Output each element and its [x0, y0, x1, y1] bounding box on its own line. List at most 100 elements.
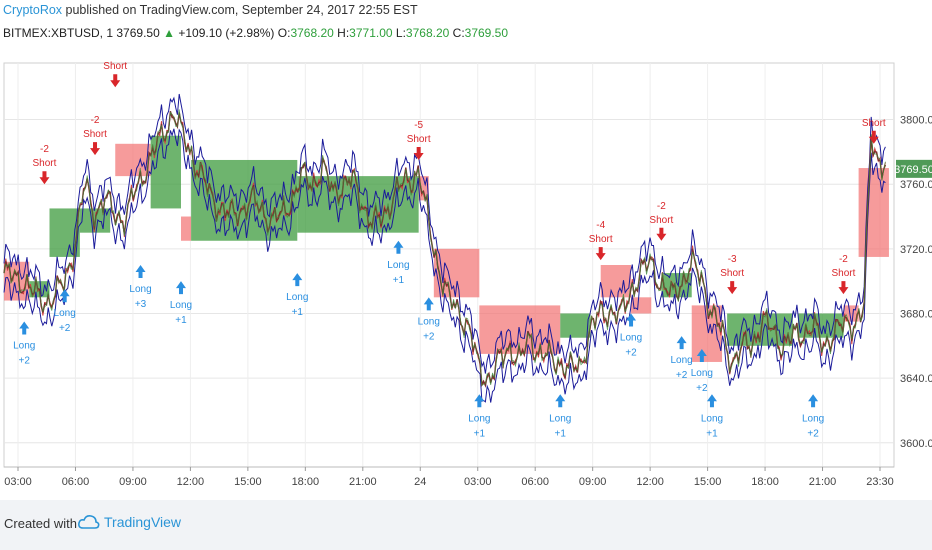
- created-with-text: Created with: [4, 516, 77, 531]
- arrow-up-icon: [59, 289, 70, 303]
- signal-count: -2: [40, 144, 49, 155]
- signal-label: Long: [620, 332, 642, 343]
- x-tick-label: 09:00: [119, 476, 147, 488]
- signal-count: +2: [696, 383, 708, 394]
- grid-lines: [4, 63, 894, 467]
- long-signal: Long +1: [549, 394, 571, 439]
- x-tick-label: 24: [414, 476, 426, 488]
- long-signal: Long +3: [129, 265, 152, 310]
- arrow-up-icon: [706, 394, 717, 408]
- signal-count: +2: [807, 428, 819, 439]
- x-tick-label: 21:00: [349, 476, 377, 488]
- x-tick-label: 12:00: [636, 476, 664, 488]
- slow-line: [3, 109, 886, 387]
- long-signal: Long +2: [691, 349, 713, 394]
- arrow-down-icon: [727, 281, 738, 295]
- x-tick-label: 03:00: [464, 476, 492, 488]
- zone-red: [115, 143, 151, 177]
- signal-count: +1: [555, 428, 567, 439]
- zone-red: [600, 265, 632, 298]
- signal-label: Short: [33, 158, 57, 169]
- arrow-up-icon: [135, 265, 146, 278]
- signal-count: +1: [393, 275, 405, 286]
- arrow-down-icon: [656, 227, 667, 241]
- signal-count: +1: [292, 307, 304, 318]
- arrow-down-icon: [110, 74, 121, 88]
- signal-label: Short: [862, 118, 886, 129]
- long-signal: Long +2: [670, 336, 693, 381]
- zone-green: [560, 313, 591, 338]
- signal-count: -5: [414, 120, 423, 131]
- arrow-up-icon: [626, 313, 637, 327]
- signal-label: Long: [691, 368, 713, 379]
- x-tick-label: 23:30: [866, 476, 894, 488]
- arrow-down-icon: [413, 146, 424, 160]
- long-signal: Long +2: [54, 289, 76, 334]
- signal-label: Long: [286, 292, 308, 303]
- author-link[interactable]: CryptoRox: [3, 3, 63, 17]
- open-label: O:: [277, 26, 291, 40]
- low-label: L:: [395, 26, 406, 40]
- signal-label: Long: [418, 316, 440, 327]
- short-signal: Short: [103, 61, 127, 88]
- signal-count: +2: [625, 347, 637, 358]
- arrow-up-icon: [676, 336, 687, 350]
- signal-count: +1: [706, 428, 718, 439]
- arrow-up-icon: [808, 394, 819, 408]
- short-signal: Short -3: [720, 254, 744, 295]
- signal-label: Short: [103, 61, 127, 72]
- symbol-line: BITMEX:XBTUSD, 1 3769.50 ▲ +109.10 (+2.9…: [3, 26, 508, 40]
- y-tick-label: 3640.00: [900, 373, 932, 385]
- footer: Created with TradingView: [0, 500, 932, 550]
- low-value: 3768.20: [405, 26, 450, 40]
- x-tick-label: 12:00: [177, 476, 205, 488]
- arrow-up-icon: [175, 281, 186, 295]
- arrow-down-icon: [868, 130, 879, 144]
- published-text: published on TradingView.com, September …: [65, 3, 418, 17]
- price-change: +109.10 (+2.98%): [178, 26, 275, 40]
- last-price-box: [896, 159, 932, 178]
- x-tick-label: 06:00: [521, 476, 549, 488]
- arrow-down-icon: [39, 171, 50, 185]
- upper-band: [3, 93, 886, 374]
- signal-label: Short: [831, 268, 855, 279]
- short-signal: Short -4: [589, 220, 613, 261]
- open-value: 3768.20: [290, 26, 334, 40]
- signal-count: +1: [175, 315, 187, 326]
- signal-label: Short: [407, 134, 431, 145]
- short-signal: Short -2: [831, 254, 856, 295]
- signal-label: Long: [54, 308, 76, 319]
- signal-label: Long: [701, 413, 723, 424]
- y-tick-label: 3800.00: [900, 115, 932, 127]
- last-price: 3769.50: [116, 26, 160, 40]
- tradingview-brand[interactable]: TradingView: [78, 514, 181, 530]
- signal-label: Long: [468, 413, 490, 424]
- zone-green: [191, 159, 298, 241]
- arrow-up-icon: [19, 321, 30, 335]
- signal-count: +2: [19, 356, 31, 367]
- arrow-down-icon: [90, 142, 101, 156]
- short-signal: Short -2: [83, 115, 107, 156]
- y-axis: 3600.00 3640.00 3680.00 3720.00 3760.00 3800.…: [900, 115, 932, 450]
- arrow-up-icon: [474, 394, 485, 408]
- x-tick-label: 18:00: [751, 476, 779, 488]
- long-signal: Long +2: [802, 394, 824, 439]
- long-signal: Long +1: [170, 281, 192, 326]
- signal-count: -4: [596, 220, 605, 231]
- signal-count: -2: [91, 115, 100, 126]
- x-tick-label: 09:00: [579, 476, 607, 488]
- long-signal: Long +1: [468, 394, 490, 439]
- x-axis: 03:00 06:00 09:00 12:00 15:00 18:00 21:00 24 03:…: [4, 466, 894, 488]
- x-tick-label: 06:00: [62, 476, 90, 488]
- x-tick-label: 18:00: [292, 476, 320, 488]
- signal-label: Short: [720, 268, 744, 279]
- signal-label: Long: [129, 284, 151, 295]
- price-line: [3, 109, 887, 388]
- zone-red: [433, 248, 480, 298]
- signal-label: Long: [670, 355, 692, 366]
- short-signal: Short -2: [33, 144, 57, 185]
- y-tick-label: 3720.00: [900, 244, 932, 256]
- signal-count: -3: [728, 254, 737, 265]
